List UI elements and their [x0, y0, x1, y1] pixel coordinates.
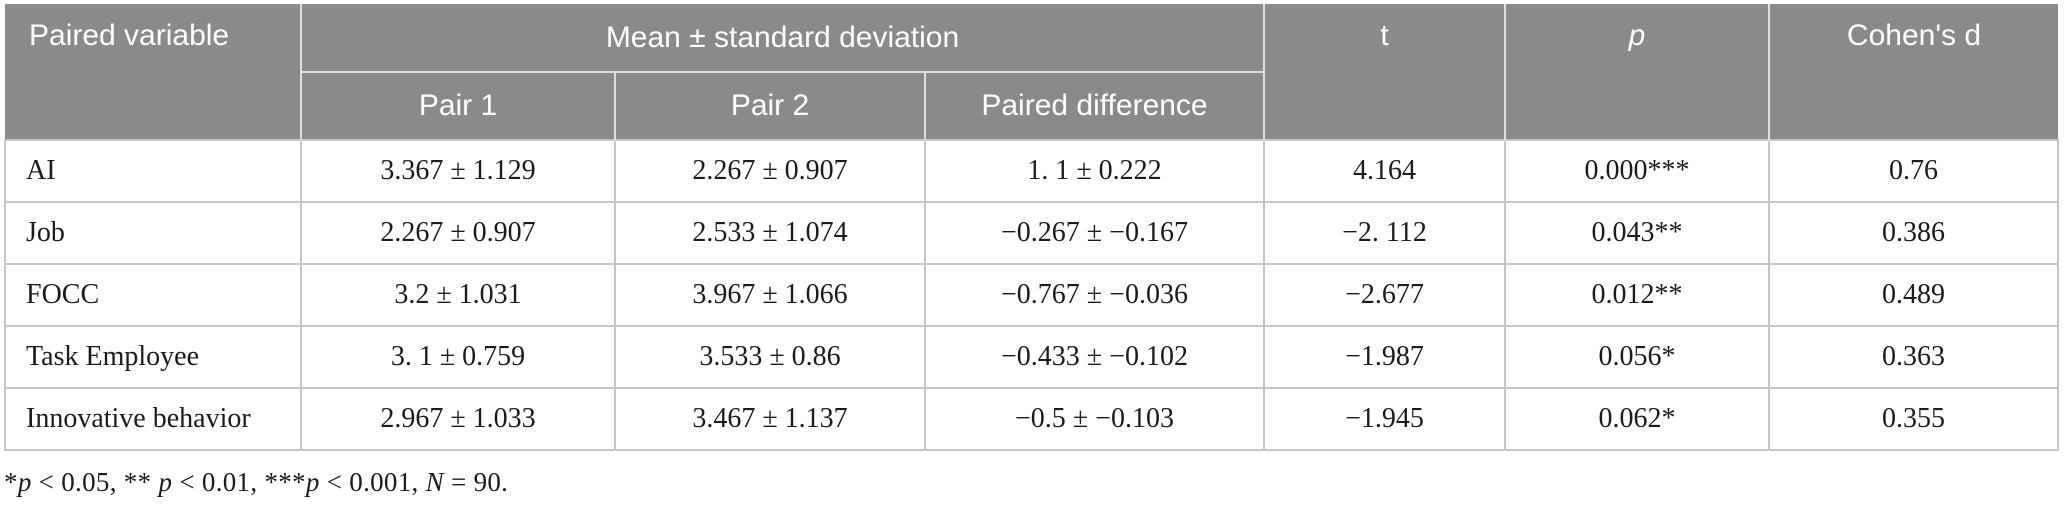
cell-t: −1.945	[1263, 387, 1506, 451]
cell-pair1: 3.367 ± 1.129	[300, 139, 616, 203]
cell-pair1: 3. 1 ± 0.759	[300, 325, 616, 389]
header-row-1: Paired variable Mean ± standard deviatio…	[5, 4, 2058, 140]
header-row-2: Pair 1 Pair 2 Paired difference	[5, 72, 2058, 140]
cell-paired-difference: 1. 1 ± 0.222	[924, 139, 1265, 203]
cell-t: −1.987	[1263, 325, 1506, 389]
cell-t: −2. 112	[1263, 201, 1506, 265]
cell-p: 0.056*	[1504, 325, 1770, 389]
cell-paired-difference: −0.767 ± −0.036	[924, 263, 1265, 327]
footnote-segment: < 0.01, ***	[172, 467, 306, 497]
col-header-cohens-d: Cohen's d	[1768, 4, 2058, 140]
paired-ttest-table: Paired variable Mean ± standard deviatio…	[4, 4, 2059, 451]
cell-pair2: 2.267 ± 0.907	[614, 139, 926, 203]
table-row: Job 2.267 ± 0.907 2.533 ± 1.074 −0.267 ± −0…	[4, 201, 2059, 265]
cell-t: −2.677	[1263, 263, 1506, 327]
footnote-segment: = 90.	[443, 467, 509, 497]
col-header-p: p	[1504, 4, 1769, 140]
col-header-paired-difference: Paired difference	[924, 72, 1264, 140]
cell-pair2: 3.467 ± 1.137	[614, 387, 926, 451]
cell-variable: AI	[4, 139, 302, 203]
footnote-italic-segment: p	[158, 467, 173, 497]
col-header-pair1: Pair 1	[300, 72, 615, 140]
table-row: Innovative behavior 2.967 ± 1.033 3.467 ± …	[4, 387, 2059, 451]
cell-cohens-d: 0.355	[1768, 387, 2059, 451]
cell-pair2: 3.533 ± 0.86	[614, 325, 926, 389]
footnote-segment: < 0.05, **	[31, 467, 159, 497]
footnote-segment: < 0.001,	[319, 467, 426, 497]
table-body: AI 3.367 ± 1.129 2.267 ± 0.907 1. 1 ± 0.222…	[4, 139, 2059, 451]
table-row: AI 3.367 ± 1.129 2.267 ± 0.907 1. 1 ± 0.222…	[4, 139, 2059, 203]
cell-paired-difference: −0.5 ± −0.103	[924, 387, 1265, 451]
footnote-italic-segment: p	[17, 467, 32, 497]
cell-variable: Task Employee	[4, 325, 302, 389]
cell-pair2: 3.967 ± 1.066	[614, 263, 926, 327]
cell-p: 0.062*	[1504, 387, 1770, 451]
cell-pair1: 3.2 ± 1.031	[300, 263, 616, 327]
footnote-segment: *	[4, 467, 18, 497]
cell-paired-difference: −0.267 ± −0.167	[924, 201, 1265, 265]
cell-variable: Job	[4, 201, 302, 265]
cell-variable: FOCC	[4, 263, 302, 327]
table-row: Task Employee 3. 1 ± 0.759 3.533 ± 0.86 −0.…	[4, 325, 2059, 389]
table-footnote: *p < 0.05, ** p < 0.01, ***p < 0.001, N …	[4, 467, 2057, 498]
cell-cohens-d: 0.386	[1768, 201, 2059, 265]
col-header-mean-sd-group: Mean ± standard deviation	[300, 4, 1264, 73]
cell-cohens-d: 0.363	[1768, 325, 2059, 389]
cell-p: 0.012**	[1504, 263, 1770, 327]
footnote-italic-segment: p	[305, 467, 320, 497]
col-header-pair2: Pair 2	[614, 72, 925, 140]
table-header: Paired variable Mean ± standard deviatio…	[5, 4, 2058, 140]
cell-t: 4.164	[1263, 139, 1506, 203]
col-header-t: t	[1263, 4, 1505, 140]
stats-table-container: Paired variable Mean ± standard deviatio…	[4, 4, 2059, 498]
cell-pair1: 2.967 ± 1.033	[300, 387, 616, 451]
cell-pair2: 2.533 ± 1.074	[614, 201, 926, 265]
footnote-italic-segment: N	[425, 467, 444, 497]
cell-paired-difference: −0.433 ± −0.102	[924, 325, 1265, 389]
cell-p: 0.000***	[1504, 139, 1770, 203]
cell-variable: Innovative behavior	[4, 387, 302, 451]
cell-cohens-d: 0.76	[1768, 139, 2059, 203]
col-header-paired-variable: Paired variable	[5, 4, 301, 140]
table-row: FOCC 3.2 ± 1.031 3.967 ± 1.066 −0.767 ± −0.…	[4, 263, 2059, 327]
cell-p: 0.043**	[1504, 201, 1770, 265]
cell-pair1: 2.267 ± 0.907	[300, 201, 616, 265]
cell-cohens-d: 0.489	[1768, 263, 2059, 327]
